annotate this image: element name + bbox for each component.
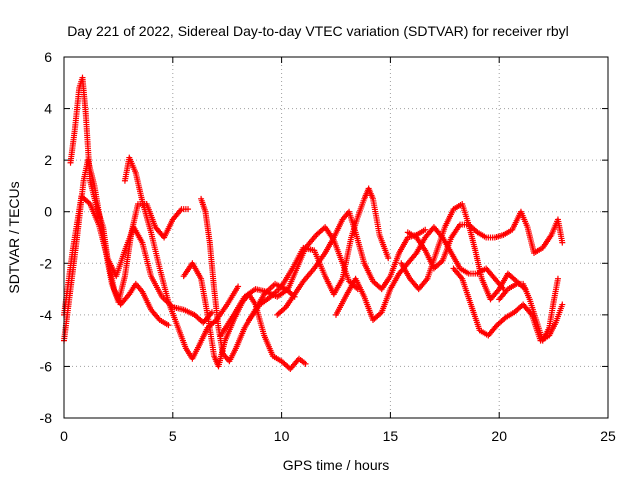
series-sat-d xyxy=(61,193,215,326)
data-points xyxy=(61,74,566,373)
series-sat-l xyxy=(404,208,566,272)
y-tick-label: -2 xyxy=(40,255,53,271)
x-tick-label: 20 xyxy=(491,428,507,444)
y-tick-label: -6 xyxy=(40,358,53,374)
y-tick-label: 2 xyxy=(44,152,52,168)
tick-labels: 0 5 10 15 20 25 -8 -6 -4 -2 0 2 4 6 xyxy=(40,49,616,444)
x-tick-label: 15 xyxy=(383,428,399,444)
x-tick-label: 10 xyxy=(274,428,290,444)
data-point xyxy=(422,226,429,233)
data-point xyxy=(185,206,192,213)
y-tick-label: 0 xyxy=(44,204,52,220)
data-point xyxy=(302,360,309,367)
y-tick-label: 6 xyxy=(44,49,52,65)
data-point xyxy=(385,255,392,262)
data-point xyxy=(165,322,172,329)
plot-frame xyxy=(63,56,609,419)
x-axis-label: GPS time / hours xyxy=(283,457,390,473)
series-sat-n xyxy=(496,275,561,344)
series-sat-i xyxy=(274,208,429,318)
data-point xyxy=(554,275,561,282)
chart-title: Day 221 of 2022, Sidereal Day-to-day VTE… xyxy=(67,23,569,39)
y-tick-label: 4 xyxy=(44,101,52,117)
x-tick-label: 5 xyxy=(169,428,177,444)
data-point xyxy=(559,301,566,308)
data-point xyxy=(559,239,566,246)
series-sat-j xyxy=(333,224,507,324)
y-tick-label: -8 xyxy=(40,410,53,426)
x-tick-label: 25 xyxy=(600,428,616,444)
y-tick-label: -4 xyxy=(40,307,53,323)
x-tick-label: 0 xyxy=(60,428,68,444)
y-axis-label: SDTVAR / TECUs xyxy=(6,181,22,293)
data-point xyxy=(235,283,242,290)
